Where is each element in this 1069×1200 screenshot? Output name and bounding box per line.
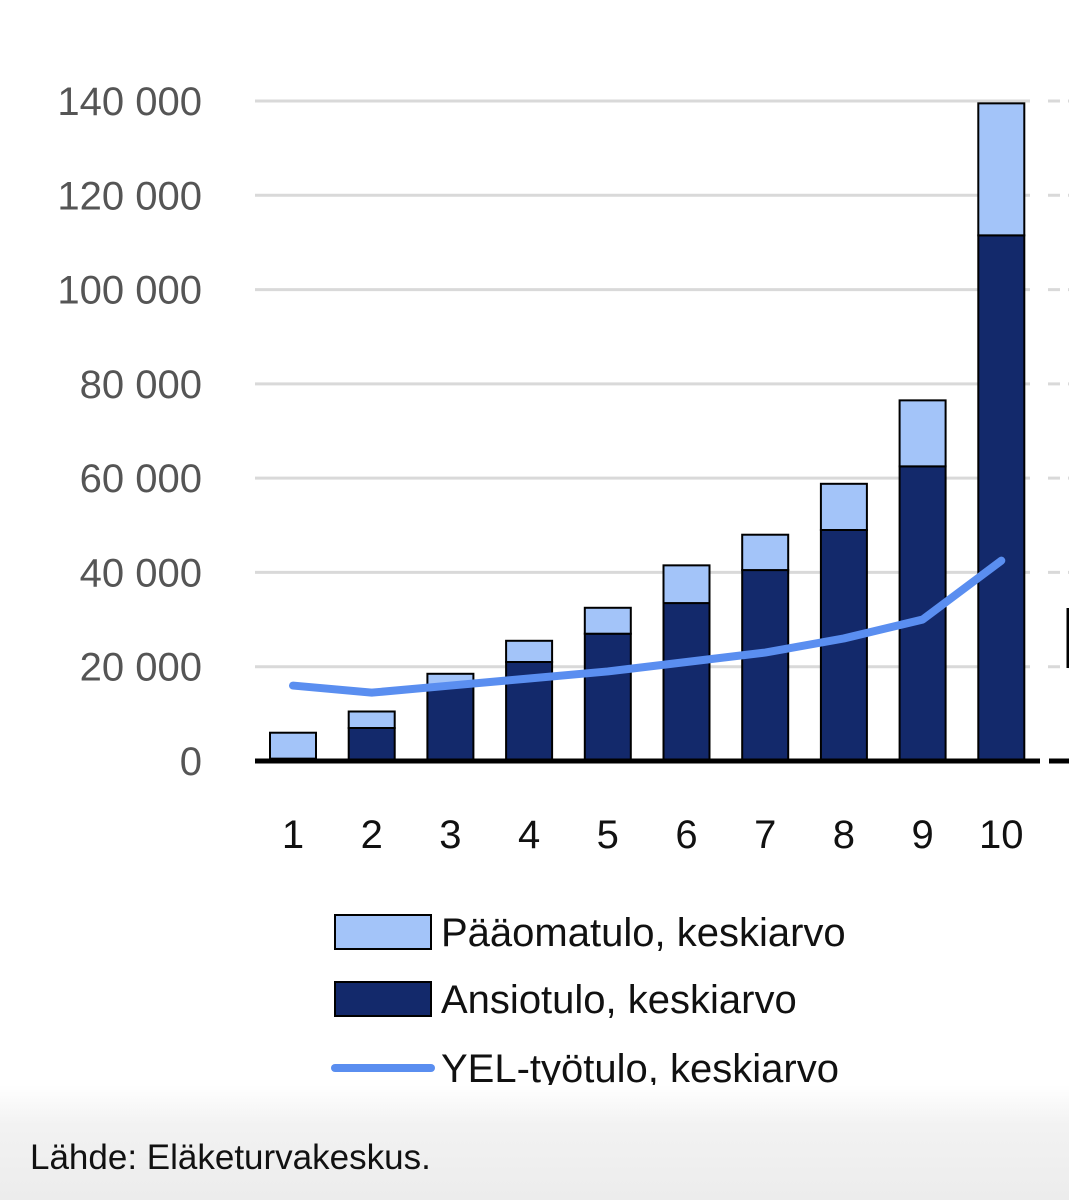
bar-segment: [819, 529, 868, 762]
y-tick-label: 120 000: [57, 174, 202, 218]
bar-segment: [662, 564, 711, 605]
bar-segment: [269, 731, 317, 760]
legend-swatch: [334, 914, 432, 950]
source-note: Lähde: Eläketurvakeskus.: [30, 1138, 431, 1177]
bar-segment: [347, 727, 396, 762]
source-footer: [0, 1085, 1069, 1200]
legend: Pääomatulo, keskiarvo Ansiotulo, keskiarv…: [331, 911, 846, 1085]
bar-segment: [426, 684, 475, 762]
legend-swatch: [334, 981, 432, 1017]
legend-label: Ansiotulo, keskiarvo: [441, 978, 797, 1022]
x-tick-label: 2: [361, 813, 383, 857]
bar-segment: [583, 632, 632, 763]
bar-segment: [977, 102, 1026, 237]
legend-label: YEL-työtulo, keskiarvo: [441, 1047, 839, 1085]
bar-segment: [662, 602, 711, 762]
x-tick-label: 9: [911, 813, 933, 857]
y-tick-label: 140 000: [57, 80, 202, 124]
yel-line-layer: [289, 556, 1006, 697]
y-tick-label: 20 000: [80, 646, 202, 690]
income-decile-chart: 0 20 000 40 000 60 000 80 000 100 000 120 000 1…: [57, 80, 1069, 1085]
gridlines: [255, 99, 1069, 669]
bar-segment: [583, 606, 632, 635]
y-tick-label: 100 000: [57, 269, 202, 313]
x-tick-label: 5: [597, 813, 619, 857]
bars: [269, 102, 1026, 763]
yel-line: [289, 556, 1006, 697]
bar-segment: [819, 482, 868, 531]
x-tick-label: 4: [518, 813, 540, 857]
y-tick-label: 60 000: [80, 457, 202, 501]
x-axis-ticks: 1 2 3 4 5 6 7 8 9 10: [282, 813, 1024, 857]
bar-segment: [347, 710, 396, 729]
y-tick-label: 80 000: [80, 363, 202, 407]
bar-segment: [898, 465, 947, 762]
x-tick-label: 8: [833, 813, 855, 857]
x-tick-label: 6: [675, 813, 697, 857]
x-tick-label: 7: [754, 813, 776, 857]
x-tick-label: 10: [979, 813, 1024, 857]
x-tick-label: 1: [282, 813, 304, 857]
bar-segment: [741, 569, 790, 762]
bar-segment: [898, 399, 947, 468]
bar-segment: [741, 533, 790, 572]
x-axis: [255, 608, 1069, 764]
x-tick-label: 3: [439, 813, 461, 857]
y-tick-label: 40 000: [80, 551, 202, 595]
bar-segment: [977, 234, 1026, 763]
y-tick-label: 0: [180, 740, 202, 784]
y-axis-ticks: 0 20 000 40 000 60 000 80 000 100 000 120 000 1…: [57, 80, 202, 784]
legend-label: Pääomatulo, keskiarvo: [441, 911, 846, 955]
bar-segment: [505, 639, 554, 663]
